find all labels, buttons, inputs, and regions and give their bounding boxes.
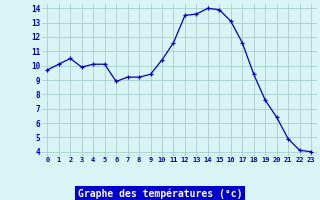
Text: Graphe des températures (°c): Graphe des températures (°c) [78, 189, 242, 199]
